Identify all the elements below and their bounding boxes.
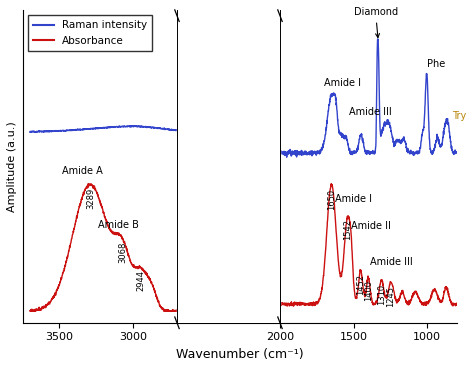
Text: 1452: 1452 [356,274,365,295]
Text: Amide III: Amide III [349,107,392,117]
Legend: Raman intensity, Absorbance: Raman intensity, Absorbance [27,15,153,51]
Text: 1650: 1650 [327,188,336,209]
Text: Try: Try [452,111,466,121]
Text: Amide III: Amide III [370,257,412,267]
Text: Amide I: Amide I [324,78,361,88]
Text: 1245: 1245 [387,286,396,307]
Text: Amide I: Amide I [335,194,372,204]
Y-axis label: Amplitude (a.u.): Amplitude (a.u.) [7,121,17,212]
Text: 2944: 2944 [137,270,146,291]
Text: 1542: 1542 [343,219,352,240]
Text: 3289: 3289 [86,188,95,209]
Text: Amide II: Amide II [351,220,391,231]
Text: Amide A: Amide A [63,166,103,176]
Bar [177,10,280,323]
Text: 1400: 1400 [364,280,373,301]
Text: 1310: 1310 [377,284,386,305]
Text: 3068: 3068 [118,242,128,263]
Text: Phe: Phe [427,59,445,68]
Text: Amide B: Amide B [98,220,138,230]
X-axis label: Wavenumber (cm⁻¹): Wavenumber (cm⁻¹) [176,348,303,361]
Text: Diamond: Diamond [354,7,398,38]
